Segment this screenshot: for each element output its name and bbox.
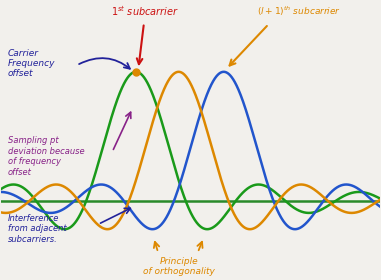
Text: $1^{st}$ subcarrier: $1^{st}$ subcarrier bbox=[111, 4, 179, 18]
Text: Principle
of orthogonality: Principle of orthogonality bbox=[143, 257, 215, 276]
Text: Interference
from adjacent
subcarriers.: Interference from adjacent subcarriers. bbox=[8, 214, 66, 244]
Text: $(l+1)^{th}$ subcarrier: $(l+1)^{th}$ subcarrier bbox=[257, 4, 341, 18]
Text: Sampling pt
deviation because
of frequency
offset: Sampling pt deviation because of frequen… bbox=[8, 136, 85, 177]
Text: Carrier
Frequency
offset: Carrier Frequency offset bbox=[8, 48, 55, 78]
